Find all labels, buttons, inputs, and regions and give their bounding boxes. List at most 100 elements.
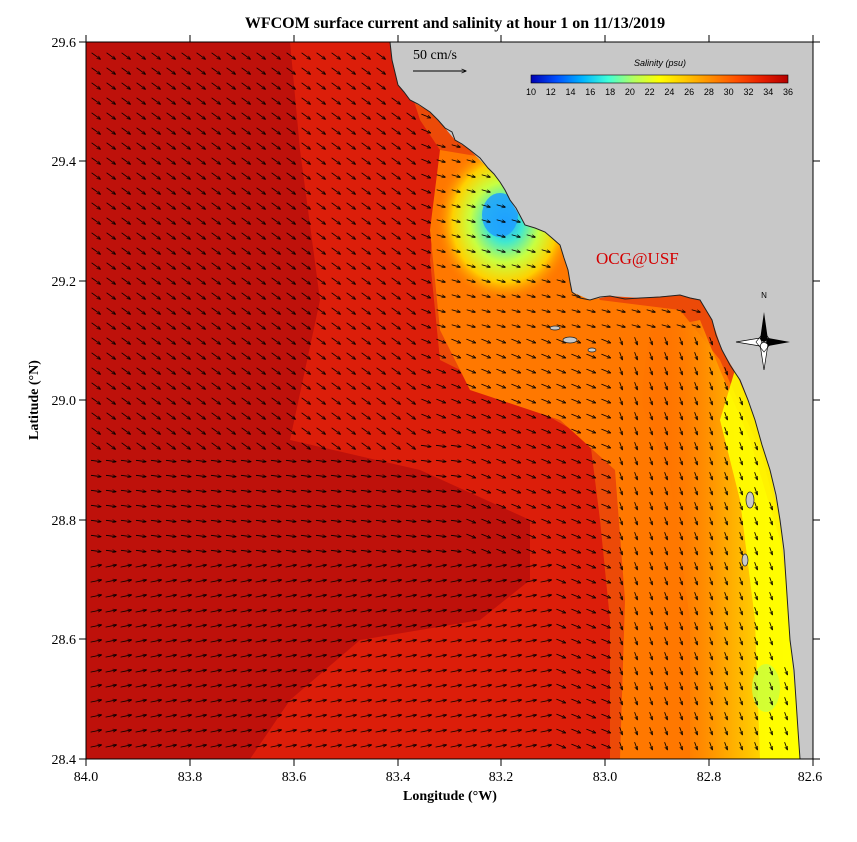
current-vector [226, 322, 236, 329]
current-vector [421, 128, 430, 133]
current-vector [91, 142, 101, 149]
current-vector [286, 352, 296, 359]
current-vector [226, 292, 236, 299]
current-vector [496, 353, 505, 358]
current-vector [601, 353, 610, 358]
current-vector [436, 383, 445, 388]
current-vector [196, 382, 206, 389]
current-vector [346, 157, 356, 164]
current-vector [301, 172, 311, 179]
current-vector [151, 232, 161, 239]
salinity-field [86, 42, 813, 759]
current-vector [151, 187, 161, 194]
current-vector [421, 203, 430, 208]
current-vector [106, 202, 116, 209]
high-salinity-zone [86, 42, 530, 759]
current-vector [436, 338, 445, 343]
current-vector [526, 353, 535, 358]
current-vector [271, 262, 281, 269]
current-vector [331, 172, 341, 179]
current-vector [241, 307, 251, 314]
current-vector [211, 247, 221, 254]
current-vector [181, 397, 191, 404]
current-vector [586, 309, 596, 312]
current-vector [466, 204, 476, 207]
current-vector [376, 97, 386, 104]
current-vector [196, 322, 206, 329]
current-vector [256, 202, 266, 209]
current-vector [496, 338, 505, 343]
current-vector [694, 367, 698, 375]
current-vector [709, 352, 713, 360]
current-vector [466, 353, 475, 358]
river-plume-core [482, 193, 518, 237]
current-vector [121, 367, 131, 374]
current-vector [241, 127, 251, 134]
current-vector [151, 307, 161, 314]
current-vector [241, 142, 251, 149]
current-vector [256, 292, 266, 299]
current-vector [211, 382, 221, 389]
current-vector [511, 279, 521, 282]
current-vector [724, 382, 728, 390]
current-vector [286, 202, 296, 209]
current-vector [451, 249, 461, 252]
current-vector [106, 337, 116, 344]
current-vector [466, 368, 475, 373]
current-vector [106, 277, 116, 284]
current-vector [256, 142, 266, 149]
current-vector [436, 294, 446, 297]
current-vector [346, 277, 356, 284]
current-vector [91, 292, 101, 299]
current-vector [526, 249, 536, 252]
current-vector [241, 367, 251, 374]
river-plume-mouth [752, 664, 780, 712]
current-vector [451, 398, 460, 403]
current-vector [436, 353, 445, 358]
colorbar-tick-label: 36 [783, 87, 793, 97]
current-vector [241, 247, 251, 254]
current-vector [166, 277, 176, 284]
current-vector [256, 52, 266, 59]
current-vector [376, 247, 386, 254]
current-vector [649, 367, 653, 375]
current-vector [196, 397, 206, 404]
current-vector [511, 294, 521, 297]
current-vector [391, 217, 401, 224]
current-vector [301, 292, 311, 299]
current-vector [481, 279, 491, 282]
current-vector [676, 324, 686, 327]
current-vector [361, 262, 371, 269]
current-vector [541, 279, 551, 282]
current-vector [346, 247, 356, 254]
current-vector [211, 262, 221, 269]
current-vector [376, 52, 386, 59]
north-label: N [761, 291, 767, 300]
current-vector [451, 144, 461, 147]
current-vector [316, 367, 326, 374]
current-vector [316, 157, 326, 164]
current-vector [451, 174, 461, 177]
current-vector [181, 322, 191, 329]
current-vector [571, 324, 581, 327]
current-vector [511, 398, 520, 403]
current-vector [406, 277, 416, 284]
current-vector [331, 367, 341, 374]
current-vector [106, 292, 116, 299]
current-vector [481, 368, 490, 373]
current-vector [196, 172, 206, 179]
colorbar-tick-label: 22 [645, 87, 655, 97]
current-vector [496, 279, 506, 282]
current-vector [346, 262, 356, 269]
current-vector [331, 307, 341, 314]
current-vector [391, 247, 401, 254]
current-vector [541, 249, 551, 252]
current-vector [151, 127, 161, 134]
current-vector [361, 97, 371, 104]
current-vector [616, 309, 626, 312]
current-vector [91, 187, 101, 194]
current-vector [376, 397, 386, 404]
current-vector [136, 82, 146, 89]
colorbar-tick-label: 10 [526, 87, 536, 97]
current-vector [121, 112, 131, 119]
